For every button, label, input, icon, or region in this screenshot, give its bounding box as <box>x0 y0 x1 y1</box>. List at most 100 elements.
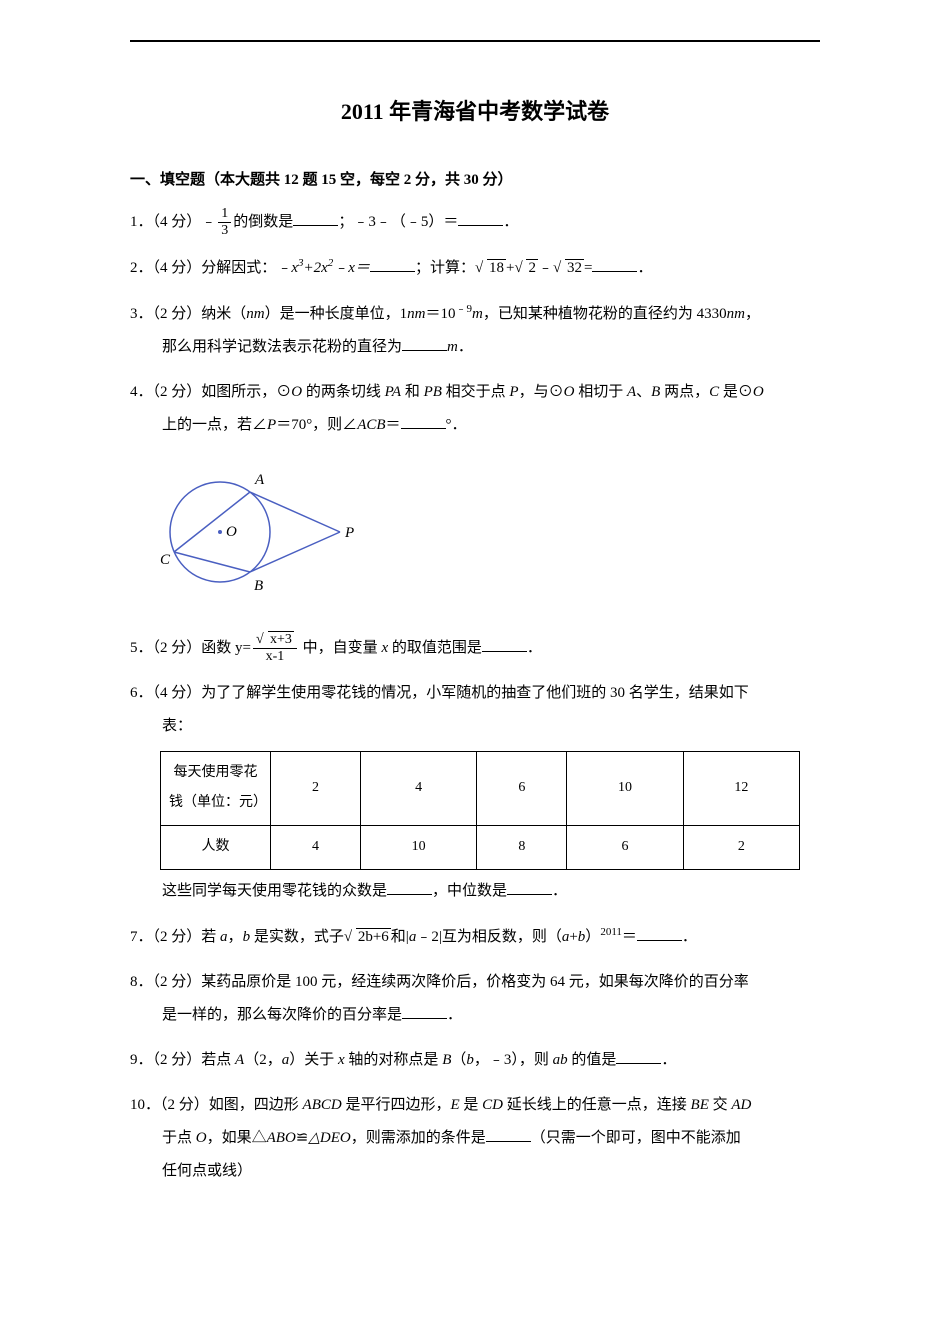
text: 两点， <box>660 384 709 400</box>
text: 表： <box>162 718 192 734</box>
text: 如图，四边形 <box>209 1097 303 1113</box>
var: ab <box>553 1052 568 1068</box>
text: 是一样的，那么每次降价的百分率是 <box>162 1007 402 1023</box>
var: PA <box>385 384 401 400</box>
q-points: （2 分） <box>153 306 202 322</box>
line-3: 这些同学每天使用零花钱的众数是，中位数是． <box>130 875 820 908</box>
text: 的倒数是 <box>233 214 293 230</box>
line-2: 那么用科学记数法表示花粉的直径为m． <box>130 331 820 364</box>
var: B <box>651 384 660 400</box>
cell: 4 <box>361 751 477 826</box>
line-2: 表： <box>130 710 820 743</box>
text: （ <box>451 1052 466 1068</box>
blank <box>370 257 415 272</box>
unit: nm <box>727 306 745 322</box>
var: A <box>235 1052 244 1068</box>
q-number: 2． <box>130 260 153 276</box>
text: ﹣ <box>201 214 216 230</box>
radicand: x+3 <box>268 631 294 647</box>
radicand: 2b+6 <box>356 928 391 945</box>
question-9: 9．（2 分）若点 A（2，a）关于 x 轴的对称点是 B（b，﹣3），则 ab… <box>130 1044 820 1077</box>
q-points: （4 分） <box>153 214 202 230</box>
q-number: 9． <box>130 1052 153 1068</box>
text: 若 <box>201 929 220 945</box>
text: 某药品原价是 100 元，经连续两次降价后，价格变为 64 元，如果每次降价的百… <box>201 974 749 990</box>
var: PB <box>424 384 442 400</box>
line-3: 任何点或线） <box>130 1155 820 1188</box>
question-7: 7．（2 分）若 a，b 是实数，式子2b+6和|a﹣2|互为相反数，则（a+b… <box>130 920 820 954</box>
text: ． <box>552 883 567 899</box>
sqrt: 18 <box>475 252 506 285</box>
question-3: 3．（2 分）纳米（nm）是一种长度单位，1nm＝10﹣9m，已知某种植物花粉的… <box>130 297 820 364</box>
blank <box>401 414 446 429</box>
text: ，已知某种植物花粉的直径约为 4330 <box>483 306 727 322</box>
text: ＝ <box>622 929 637 945</box>
q-points: （2 分） <box>153 1052 202 1068</box>
exponent: ﹣9 <box>456 303 473 315</box>
blank <box>482 637 527 652</box>
text: ＝70°，则∠ <box>276 417 357 433</box>
text: 的两条切线 <box>302 384 385 400</box>
var: △DEO <box>308 1130 350 1146</box>
unit: nm <box>246 306 264 322</box>
label-b: B <box>254 578 263 594</box>
text: 延长线上的任意一点，连接 <box>503 1097 691 1113</box>
text: ﹣2|互为相反数，则（ <box>416 929 562 945</box>
radicand: 2 <box>526 259 538 276</box>
text: 是⊙ <box>719 384 753 400</box>
q-points: （2 分） <box>153 929 202 945</box>
var: P <box>509 384 518 400</box>
var: a <box>220 929 228 945</box>
q-number: 7． <box>130 929 153 945</box>
geometry-diagram: A B C O P <box>160 452 820 620</box>
var: C <box>709 384 719 400</box>
blank <box>592 257 637 272</box>
text: 分解因式： <box>201 260 276 276</box>
label-p: P <box>344 525 354 541</box>
text: 若点 <box>201 1052 235 1068</box>
cell: 10 <box>361 826 477 870</box>
question-4: 4．（2 分）如图所示，⊙O 的两条切线 PA 和 PB 相交于点 P，与⊙O … <box>130 376 820 620</box>
numerator: x+3 <box>253 632 297 648</box>
q-number: 10． <box>130 1097 160 1113</box>
question-5: 5．（2 分）函数 y=x+3x-1 中，自变量 x 的取值范围是． <box>130 632 820 665</box>
sqrt: 2b+6 <box>344 921 391 954</box>
table-row: 人数 4 10 8 6 2 <box>161 826 800 870</box>
q-points: （4 分） <box>153 260 202 276</box>
var: x <box>338 1052 345 1068</box>
cell: 12 <box>683 751 799 826</box>
text: ． <box>682 929 697 945</box>
document-title: 2011 年青海省中考数学试卷 <box>130 92 820 132</box>
blank <box>402 336 447 351</box>
sqrt: 2 <box>514 252 538 285</box>
q-number: 1． <box>130 214 153 230</box>
text: ）关于 <box>289 1052 338 1068</box>
var: b <box>243 929 251 945</box>
var: A <box>627 384 636 400</box>
q-points: （2 分） <box>153 384 202 400</box>
question-8: 8．（2 分）某药品原价是 100 元，经连续两次降价后，价格变为 64 元，如… <box>130 966 820 1032</box>
blank <box>293 211 338 226</box>
text: 上的一点，若∠ <box>162 417 267 433</box>
text: ＝10 <box>426 306 456 322</box>
line-2: 是一样的，那么每次降价的百分率是． <box>130 999 820 1032</box>
blank <box>387 880 432 895</box>
text: 是实数，式子 <box>250 929 344 945</box>
cell: 4 <box>271 826 361 870</box>
text: ， <box>228 929 243 945</box>
unit: m <box>472 306 483 322</box>
text: + <box>569 929 577 945</box>
exponent: 2011 <box>600 926 622 938</box>
text: 交 <box>709 1097 732 1113</box>
text: （只需一个即可，图中不能添加 <box>531 1130 741 1146</box>
text: ， <box>745 306 760 322</box>
var: P <box>267 417 276 433</box>
cell: 6 <box>477 751 567 826</box>
line-2: 于点 O，如果△ABO≌△DEO，则需添加的条件是（只需一个即可，图中不能添加 <box>130 1122 820 1155</box>
q-points: （2 分） <box>153 974 202 990</box>
text: ）是一种长度单位，1 <box>265 306 408 322</box>
blank <box>616 1049 661 1064</box>
text: = <box>584 260 592 276</box>
blank <box>402 1004 447 1019</box>
text: ，则需添加的条件是 <box>351 1130 486 1146</box>
